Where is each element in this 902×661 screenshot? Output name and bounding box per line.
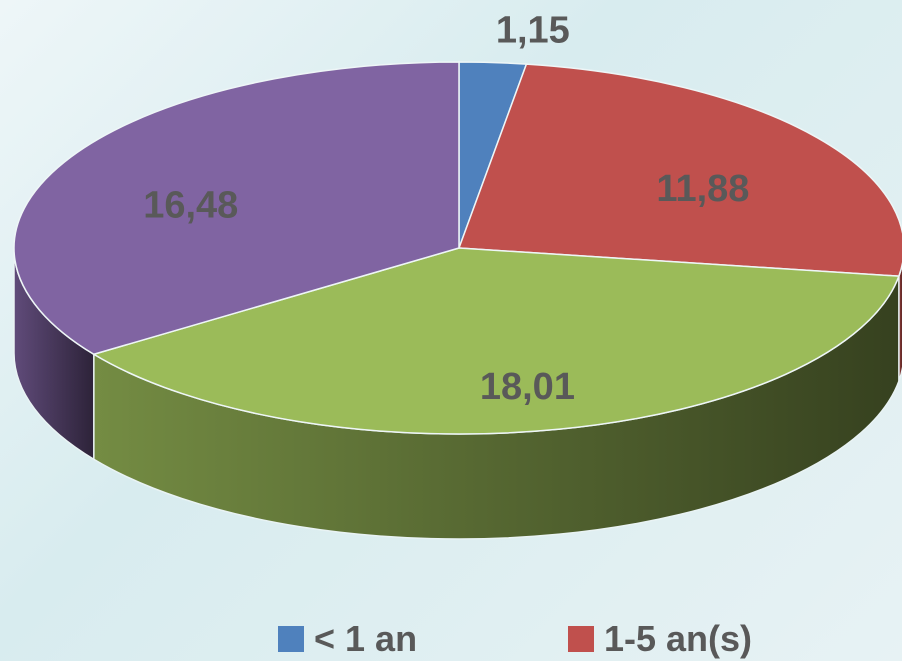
pie-slice-2	[91, 247, 900, 435]
pie-sides	[13, 247, 902, 540]
legend-swatch-lt-1-an	[278, 626, 304, 652]
data-label-3: 16,48	[143, 184, 238, 226]
data-label-1: 11,88	[656, 168, 749, 210]
legend-label-1-5-ans: 1-5 an(s)	[604, 618, 753, 659]
data-labels: 1,15 11,88 18,01 16,48	[143, 10, 749, 409]
legend-item-1-5-ans: 1-5 an(s)	[568, 618, 752, 660]
data-label-2: 18,01	[480, 366, 575, 408]
pie-slice-1	[457, 63, 902, 277]
pie-slice-3	[13, 61, 460, 356]
pie-tops	[13, 61, 902, 435]
legend-item-lt-1-an: < 1 an	[278, 618, 417, 660]
legend-swatch-1-5-ans	[568, 626, 594, 652]
legend-label-lt-1-an: < 1 an	[314, 618, 418, 659]
legend: < 1 an 1-5 an(s)	[0, 618, 902, 661]
data-label-0: 1,15	[496, 10, 570, 52]
